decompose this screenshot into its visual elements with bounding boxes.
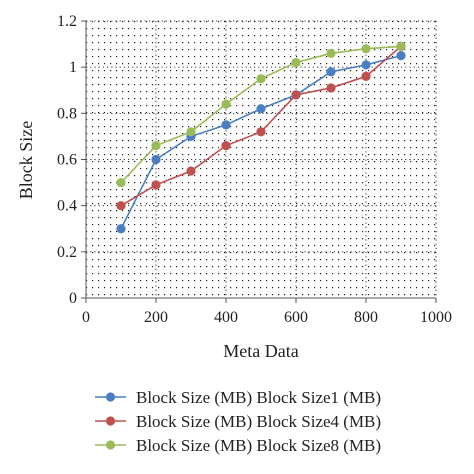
legend-item: Block Size (MB) Block Size4 (MB) <box>95 412 381 431</box>
data-point <box>326 48 336 58</box>
data-point <box>221 99 231 109</box>
x-tick-label: 600 <box>284 309 308 326</box>
data-point <box>361 60 371 70</box>
legend-label: Block Size (MB) Block Size1 (MB) <box>136 388 381 407</box>
data-point <box>291 57 301 68</box>
y-tick-label: 0.8 <box>57 105 77 122</box>
y-axis-title: Block Size <box>16 121 36 200</box>
plot-area <box>86 21 436 298</box>
data-point <box>256 74 266 84</box>
data-point <box>221 120 231 130</box>
legend-swatch-marker <box>105 440 116 450</box>
data-point <box>116 177 126 188</box>
axes <box>81 20 437 303</box>
legend: Block Size (MB) Block Size1 (MB) Block Si… <box>95 388 381 455</box>
data-point <box>186 166 196 176</box>
x-tick-label: 400 <box>214 309 238 326</box>
data-point <box>186 127 196 137</box>
data-point <box>151 180 161 190</box>
data-point <box>361 44 371 54</box>
x-tick-label: 200 <box>144 309 168 326</box>
x-tick-label: 0 <box>82 309 90 326</box>
data-point <box>256 127 266 137</box>
y-tick-label: 1.2 <box>57 13 77 30</box>
y-tick-label: 1 <box>69 59 77 76</box>
data-point <box>151 154 161 165</box>
y-tick-label: 0.2 <box>57 244 77 261</box>
y-tick-label: 0.6 <box>57 152 77 169</box>
data-point <box>396 41 406 51</box>
legend-label: Block Size (MB) Block Size8 (MB) <box>136 436 381 455</box>
legend-item: Block Size (MB) Block Size8 (MB) <box>95 436 381 455</box>
y-tick-label: 0 <box>69 290 77 307</box>
legend-item: Block Size (MB) Block Size1 (MB) <box>95 388 381 407</box>
data-point <box>116 224 126 234</box>
legend-swatch-marker <box>105 392 116 402</box>
legend-swatch-marker <box>105 416 116 426</box>
data-point <box>326 83 336 93</box>
data-point <box>116 201 126 211</box>
data-point <box>221 141 231 151</box>
series-3 <box>116 41 406 188</box>
x-tick-label: 800 <box>354 309 378 326</box>
data-point <box>396 51 406 61</box>
x-tick-label: 1000 <box>420 309 452 326</box>
series-layer <box>116 41 406 234</box>
data-point <box>256 104 266 114</box>
data-point <box>326 67 336 77</box>
tick-labels: 0 0.2 0.4 0.6 0.8 1 1.2 0 200 400 600 800 1000 <box>57 13 452 326</box>
legend-label: Block Size (MB) Block Size4 (MB) <box>136 412 381 431</box>
data-point <box>361 71 371 81</box>
x-axis-title: Meta Data <box>223 341 298 361</box>
y-tick-label: 0.4 <box>57 198 77 215</box>
data-point <box>151 141 161 151</box>
data-point <box>291 90 301 100</box>
